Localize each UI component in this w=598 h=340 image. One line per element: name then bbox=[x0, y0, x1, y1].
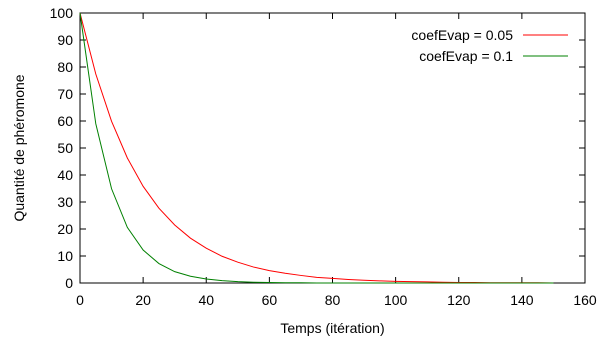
x-tick-label: 0 bbox=[76, 292, 84, 308]
y-tick-label: 100 bbox=[50, 5, 74, 21]
x-tick-label: 20 bbox=[135, 292, 151, 308]
y-tick-label: 50 bbox=[57, 140, 73, 156]
y-tick-label: 20 bbox=[57, 221, 73, 237]
series-line-2 bbox=[79, 12, 554, 284]
series-layer bbox=[79, 12, 554, 284]
y-tick-label: 60 bbox=[57, 113, 73, 129]
x-tick-label: 100 bbox=[384, 292, 408, 308]
x-axis: 0 20 40 60 80 100 120 140 160 bbox=[76, 13, 597, 308]
y-axis: 0 10 20 30 40 50 60 70 80 90 100 bbox=[50, 5, 585, 291]
legend-label-2: coefEvap = 0.1 bbox=[419, 48, 513, 64]
x-tick-label: 60 bbox=[262, 292, 278, 308]
y-tick-label: 40 bbox=[57, 167, 73, 183]
x-tick-label: 140 bbox=[510, 292, 534, 308]
x-tick-label: 40 bbox=[198, 292, 214, 308]
x-tick-label: 80 bbox=[325, 292, 341, 308]
y-axis-title: Quantité de phéromone bbox=[11, 74, 27, 221]
x-axis-title: Temps (itération) bbox=[280, 320, 384, 336]
x-tick-label: 160 bbox=[573, 292, 597, 308]
y-tick-label: 10 bbox=[57, 248, 73, 264]
y-tick-label: 30 bbox=[57, 194, 73, 210]
legend: coefEvap = 0.05 coefEvap = 0.1 bbox=[411, 27, 568, 64]
x-tick-label: 120 bbox=[447, 292, 471, 308]
y-tick-label: 90 bbox=[57, 32, 73, 48]
series-line-1 bbox=[79, 12, 554, 284]
legend-label-1: coefEvap = 0.05 bbox=[411, 27, 513, 43]
y-tick-label: 80 bbox=[57, 59, 73, 75]
y-tick-label: 0 bbox=[65, 275, 73, 291]
y-tick-label: 70 bbox=[57, 86, 73, 102]
